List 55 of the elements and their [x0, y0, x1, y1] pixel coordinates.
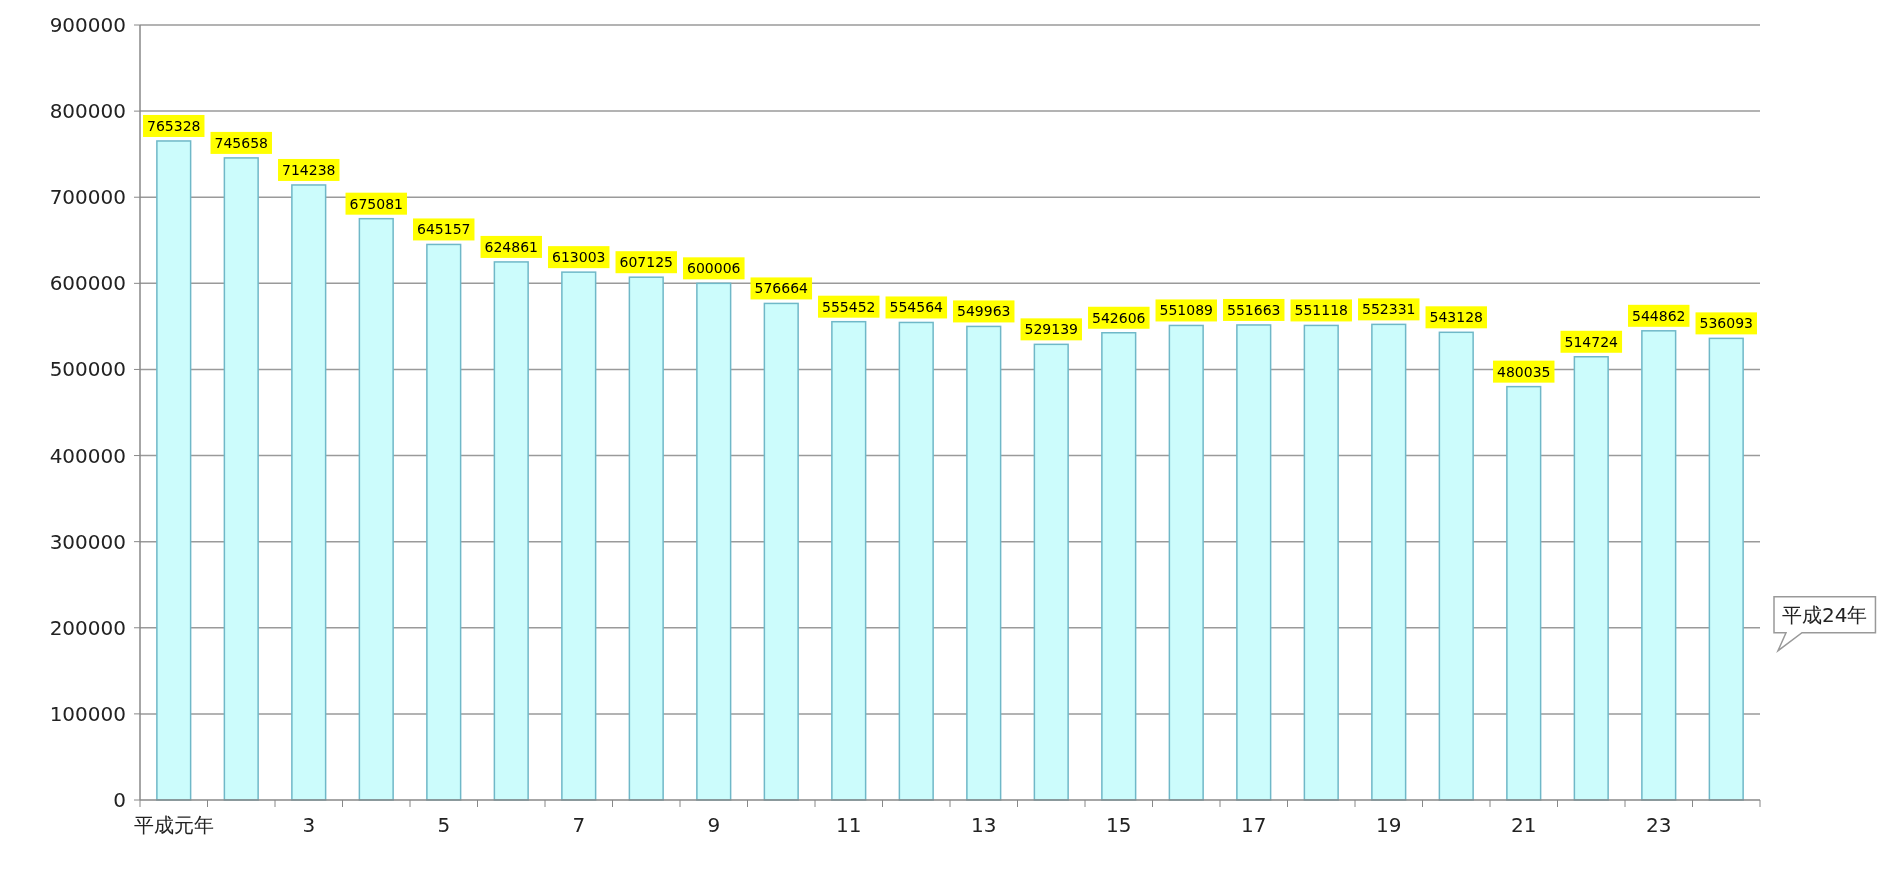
- text: 平成24年: [1782, 602, 1868, 627]
- data-label: 529139: [1024, 321, 1078, 338]
- data-label: 576664: [754, 280, 809, 297]
- x-tick-label: 19: [1376, 813, 1402, 837]
- data-label: 555452: [822, 298, 876, 315]
- y-tick-label: 500000: [49, 357, 126, 382]
- y-tick-label: 800000: [49, 99, 126, 124]
- data-label: 542606: [1092, 309, 1146, 326]
- x-tick-label: 13: [971, 813, 997, 837]
- x-tick-label: 5: [437, 813, 451, 837]
- data-label: 544862: [1632, 307, 1686, 324]
- data-label: 645157: [417, 221, 471, 238]
- data-label: 745658: [214, 134, 268, 151]
- y-tick-label: 400000: [49, 443, 126, 468]
- x-tick-label: 11: [836, 813, 862, 837]
- y-tick-label: 300000: [49, 529, 126, 554]
- data-label: 549963: [957, 303, 1011, 320]
- data-label: 765328: [147, 117, 201, 134]
- data-label: 714238: [282, 161, 336, 178]
- y-tick-label: 100000: [49, 701, 126, 726]
- data-label: 551663: [1227, 301, 1281, 318]
- y-tick-label: 0: [113, 788, 126, 812]
- data-label: 607125: [619, 254, 673, 271]
- bar: [1101, 332, 1137, 801]
- bar: [223, 157, 259, 801]
- data-label: 624861: [484, 238, 538, 255]
- data-label: 514724: [1564, 333, 1619, 350]
- x-tick-label: 15: [1106, 813, 1132, 837]
- data-label: 554564: [889, 299, 944, 316]
- bar: [1236, 324, 1272, 801]
- data-label: 551118: [1294, 302, 1348, 319]
- data-label: 536093: [1699, 315, 1753, 332]
- y-tick-label: 600000: [49, 271, 126, 296]
- x-tick-label: 9: [707, 813, 721, 837]
- x-tick-label: 21: [1511, 813, 1537, 837]
- x-tick-label: 17: [1241, 813, 1267, 837]
- x-tick-label: 平成元年: [133, 813, 214, 837]
- bar: [1573, 356, 1609, 801]
- y-tick-label: 200000: [49, 615, 126, 640]
- x-tick-label: 3: [302, 813, 316, 837]
- bar: [493, 261, 529, 801]
- data-label: 613003: [552, 249, 606, 266]
- y-tick-label: 700000: [49, 185, 126, 210]
- data-label: 551089: [1159, 302, 1213, 319]
- x-tick-label: 23: [1646, 813, 1672, 837]
- bar: [156, 140, 192, 801]
- data-label: 480035: [1497, 363, 1551, 380]
- bar: [1641, 330, 1677, 801]
- y-tick-label: 900000: [49, 13, 126, 37]
- data-label: 675081: [349, 195, 403, 212]
- bar: [291, 184, 327, 801]
- data-label: 600006: [687, 260, 741, 277]
- x-tick-label: 7: [572, 813, 586, 837]
- data-label: 543128: [1429, 309, 1483, 326]
- data-label: 552331: [1362, 301, 1416, 318]
